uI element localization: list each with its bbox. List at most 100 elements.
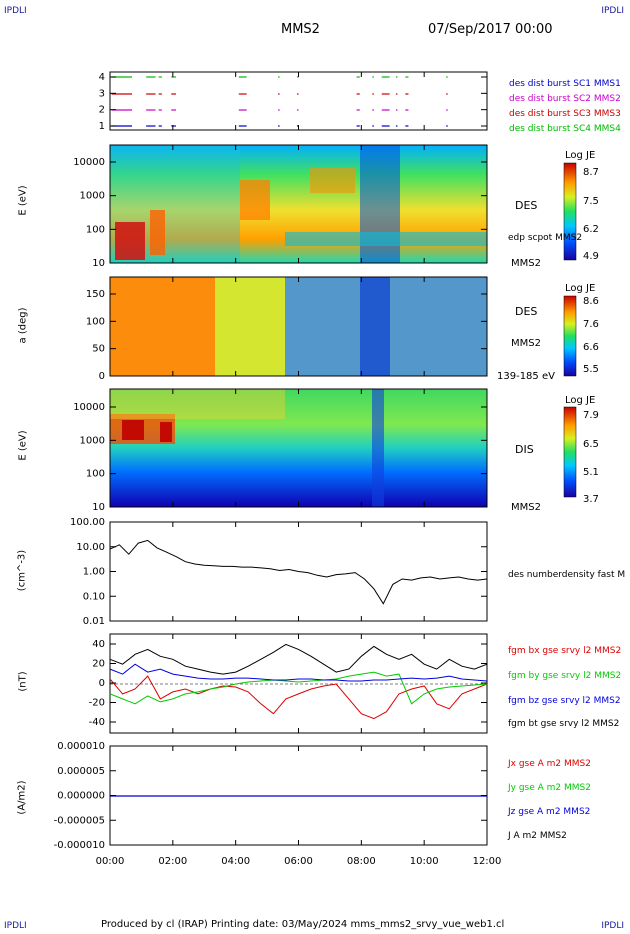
xtick-label: 08:00 bbox=[347, 856, 376, 867]
des-pitch-cb-tick: 8.6 bbox=[583, 296, 599, 307]
legend-by: fgm by gse srvy l2 MMS2 bbox=[508, 671, 622, 681]
des-energy-overlay-label: edp scpot MMS2 bbox=[508, 233, 583, 243]
current-panel bbox=[109, 745, 488, 846]
burst-ytick: 4 bbox=[99, 72, 105, 83]
xtick-label: 12:00 bbox=[473, 856, 502, 867]
des-pitch-panel bbox=[109, 276, 577, 377]
legend-burst-mms2: des dist burst SC2 MMS2 bbox=[509, 94, 621, 104]
dis-energy-ytick: 10000 bbox=[73, 402, 105, 413]
des-energy-ytick: 10 bbox=[92, 258, 105, 269]
legend-jx: Jx gse A m2 MMS2 bbox=[508, 759, 591, 769]
des-energy-spacecraft: MMS2 bbox=[511, 258, 541, 269]
legend-jz: Jz gse A m2 MMS2 bbox=[508, 807, 591, 817]
current-ytick: 0.000000 bbox=[57, 791, 105, 802]
legend-jy: Jy gse A m2 MMS2 bbox=[508, 783, 591, 793]
des-pitch-energy-range: 139-185 eV bbox=[497, 371, 555, 382]
xtick-label: 10:00 bbox=[410, 856, 439, 867]
des-pitch-cb-tick: 5.5 bbox=[583, 364, 599, 375]
des-energy-hotspot-3 bbox=[240, 180, 270, 220]
field-panel bbox=[109, 633, 488, 734]
bottom-right-label: IPDLI bbox=[601, 921, 624, 931]
field-ytick: 40 bbox=[92, 639, 105, 650]
des-energy-hotspot-2 bbox=[150, 210, 165, 255]
xtick-label: 02:00 bbox=[158, 856, 187, 867]
top-right-label: IPDLI bbox=[601, 6, 624, 16]
density-ytick: 1.00 bbox=[83, 567, 105, 578]
des-pitch-colorbar bbox=[563, 295, 577, 377]
density-series-line bbox=[109, 539, 488, 605]
current-ytick: 0.000010 bbox=[57, 741, 105, 752]
burst-ytick: 2 bbox=[99, 105, 105, 116]
density-ytick: 0.10 bbox=[83, 591, 105, 602]
des-energy-instrument: DES bbox=[515, 199, 538, 212]
des-energy-ytick: 10000 bbox=[73, 157, 105, 168]
dis-energy-instrument: DIS bbox=[515, 443, 534, 456]
current-ytick: -0.000010 bbox=[54, 840, 105, 851]
field-ytick: 20 bbox=[92, 659, 105, 670]
des-energy-ytick: 1000 bbox=[80, 191, 105, 202]
des-energy-colorbar bbox=[563, 162, 577, 261]
des-pitch-instrument: DES bbox=[515, 305, 538, 318]
xtick-label: 06:00 bbox=[284, 856, 313, 867]
des-energy-cb-tick: 4.9 bbox=[583, 251, 599, 262]
des-pitch-ytick: 150 bbox=[86, 289, 105, 300]
des-pitch-colorbar-title: Log JE bbox=[565, 283, 596, 294]
current-ytick: -0.000005 bbox=[54, 815, 105, 826]
legend-burst-mms3: des dist burst SC3 MMS3 bbox=[509, 109, 621, 119]
des-energy-hotspot-1 bbox=[115, 222, 145, 260]
des-energy-cb-tick: 6.2 bbox=[583, 224, 599, 235]
legend-burst-mms1: des dist burst SC1 MMS1 bbox=[509, 79, 621, 89]
current-ytick: 0.000005 bbox=[57, 766, 105, 777]
dis-energy-heatmap bbox=[110, 389, 487, 507]
density-ytick: 0.01 bbox=[83, 616, 105, 627]
dis-energy-colorbar bbox=[563, 406, 577, 498]
field-series-line bbox=[109, 643, 488, 675]
des-energy-cb-tick: 7.5 bbox=[583, 196, 599, 207]
des-energy-panel bbox=[109, 144, 577, 264]
dis-energy-cb-tick: 3.7 bbox=[583, 494, 599, 505]
dis-energy-panel bbox=[109, 388, 577, 508]
field-frame bbox=[109, 633, 488, 734]
density-panel bbox=[109, 521, 488, 622]
density-ytick: 100.00 bbox=[70, 517, 105, 528]
dis-energy-spacecraft: MMS2 bbox=[511, 502, 541, 513]
field-ytick: -40 bbox=[89, 717, 105, 728]
legend-j: J A m2 MMS2 bbox=[508, 831, 567, 841]
field-series-line bbox=[109, 675, 488, 720]
field-ytick: -20 bbox=[89, 698, 105, 709]
top-left-label: IPDLI bbox=[4, 6, 27, 16]
xtick-label: 00:00 bbox=[96, 856, 125, 867]
des-pitch-ytick: 0 bbox=[99, 371, 105, 382]
des-energy-ytick: 100 bbox=[86, 224, 105, 235]
des-pitch-ytick: 50 bbox=[92, 344, 105, 355]
xtick-label: 04:00 bbox=[221, 856, 250, 867]
des-energy-cb-tick: 8.7 bbox=[583, 167, 599, 178]
des-pitch-cb-tick: 6.6 bbox=[583, 342, 599, 353]
dis-energy-cb-tick: 7.9 bbox=[583, 410, 599, 421]
dis-energy-ytick: 10 bbox=[92, 502, 105, 513]
des-pitch-cb-tick: 7.6 bbox=[583, 319, 599, 330]
burst-frame bbox=[109, 71, 488, 131]
spacecraft-title: MMS2 bbox=[281, 22, 320, 37]
burst-panel bbox=[109, 71, 488, 131]
dis-energy-ytick: 1000 bbox=[80, 435, 105, 446]
field-series-line bbox=[109, 671, 488, 705]
des-pitch-ytick: 100 bbox=[86, 316, 105, 327]
density-ytick: 10.00 bbox=[76, 542, 105, 553]
field-ytick: 0 bbox=[99, 678, 105, 689]
legend-bx: fgm bx gse srvy l2 MMS2 bbox=[508, 646, 622, 656]
bottom-left-label: IPDLI bbox=[4, 921, 27, 931]
dis-energy-cb-tick: 5.1 bbox=[583, 467, 599, 478]
legend-bz: fgm bz gse srvy l2 MMS2 bbox=[508, 696, 621, 706]
dis-energy-colorbar-title: Log JE bbox=[565, 395, 596, 406]
dis-energy-ytick: 100 bbox=[86, 469, 105, 480]
footer-text: Produced by cl (IRAP) Printing date: 03/… bbox=[101, 919, 505, 930]
date-title: 07/Sep/2017 00:00 bbox=[428, 22, 553, 37]
des-pitch-spacecraft: MMS2 bbox=[511, 338, 541, 349]
burst-ytick: 3 bbox=[99, 88, 105, 99]
legend-burst-mms4: des dist burst SC4 MMS4 bbox=[509, 124, 621, 134]
des-energy-colorbar-title: Log JE bbox=[565, 150, 596, 161]
dis-energy-cb-tick: 6.5 bbox=[583, 439, 599, 450]
burst-ytick: 1 bbox=[99, 121, 105, 132]
